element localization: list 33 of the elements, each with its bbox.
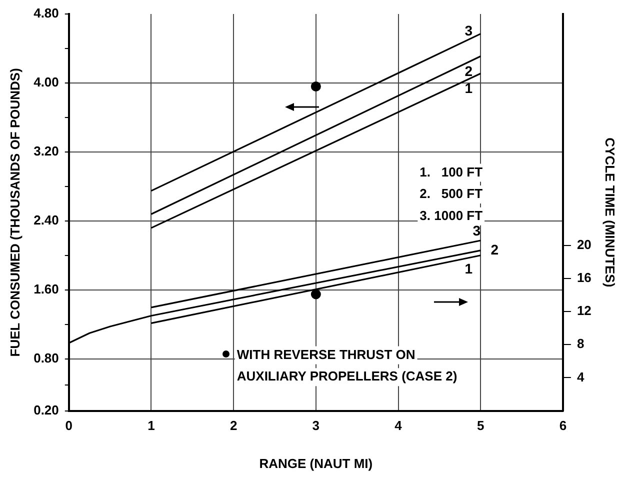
- y2-tick-label: 8: [576, 336, 584, 352]
- y-tick-label: 4.80: [34, 6, 59, 21]
- y-axis-title: FUEL CONSUMED (THOUSANDS OF POUNDS): [7, 68, 22, 357]
- x-tick-label: 3: [312, 418, 320, 434]
- y2-tick-label: 16: [576, 270, 592, 286]
- y-tick-label: 0.20: [34, 402, 59, 418]
- annotation: 2. 500 FT: [420, 186, 483, 202]
- y2-tick-label: 12: [576, 303, 592, 318]
- x-tick-label: 5: [476, 418, 484, 434]
- x-tick-label: 1: [148, 418, 155, 434]
- y-tick-label: 2.40: [34, 212, 59, 228]
- series-label: 1: [464, 80, 473, 96]
- y-tick-label: 0.80: [34, 350, 59, 366]
- annotation: 3. 1000 FT: [420, 208, 483, 223]
- annotation: AUXILIARY PROPELLERS (CASE 2): [236, 368, 458, 384]
- x-axis-title: RANGE (NAUT MI): [259, 456, 373, 471]
- annotation: 1. 100 FT: [420, 164, 483, 180]
- annotation: WITH REVERSE THRUST ON: [236, 346, 416, 362]
- series-label: 3: [472, 222, 481, 238]
- x-tick-label: 6: [559, 418, 567, 434]
- series-label: 1: [464, 260, 473, 277]
- x-tick-label: 0: [65, 418, 73, 434]
- y-tick-label: 1.60: [34, 282, 59, 297]
- y2-tick-label: 4: [576, 369, 585, 384]
- y-tick-label: 4.00: [34, 74, 59, 90]
- series-label: 3: [464, 22, 473, 38]
- x-tick-label: 2: [230, 418, 238, 434]
- y-tick-label: 3.20: [34, 144, 59, 159]
- y2-axis-title: CYCLE TIME (MINUTES): [602, 138, 618, 288]
- series-label: 2: [464, 62, 473, 79]
- y2-tick-label: 20: [576, 237, 592, 252]
- x-tick-label: 4: [394, 418, 403, 434]
- series-label: 2: [490, 241, 499, 258]
